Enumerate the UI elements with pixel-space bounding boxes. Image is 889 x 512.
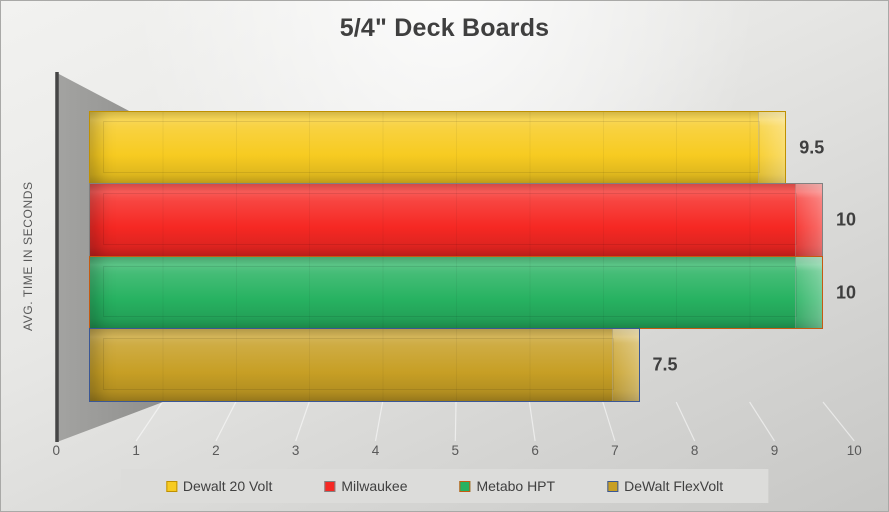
floor-gridline (528, 401, 536, 442)
x-axis-tick-label: 1 (132, 443, 140, 458)
left-wall (57, 73, 163, 442)
chart-title: 5/4" Deck Boards (339, 14, 550, 42)
legend-label: DeWalt FlexVolt (624, 478, 724, 494)
x-axis-tick-label: 7 (611, 443, 619, 458)
bar-end-cap (758, 112, 786, 184)
x-axis-tick-label: 2 (212, 443, 220, 458)
legend-marker (607, 480, 619, 492)
bar-surface-gridlines (90, 112, 786, 184)
bar-bevel-frame (103, 337, 614, 390)
bar-metabo-hpt (89, 255, 823, 330)
floor-gridline (749, 401, 776, 442)
legend-item-milwaukee: Milwaukee (324, 478, 407, 494)
bar-row-metabo-hpt: 10 (89, 255, 856, 330)
floor-gridline (454, 401, 457, 442)
legend-label: Metabo HPT (476, 478, 556, 494)
floor-gridline (135, 401, 163, 442)
floor-gridline (295, 401, 310, 442)
bar-surface-gridlines (90, 256, 822, 329)
bar-dewalt-20-volt (89, 111, 787, 185)
bar-bevel-frame (103, 265, 797, 318)
x-axis-tick-label: 10 (846, 443, 862, 458)
bar-end-cap (611, 328, 639, 401)
x-axis-tick-label: 5 (451, 443, 460, 458)
floor-gridline (602, 401, 616, 442)
x-axis-tick-label: 0 (52, 443, 61, 458)
bar-end-cap (795, 256, 822, 329)
floor-gridline (822, 401, 855, 442)
bar-milwaukee (89, 183, 823, 258)
bar-surface-gridlines (90, 328, 639, 401)
bar-end-cap (795, 184, 822, 257)
legend-item-dewalt-20-volt: Dewalt 20 Volt (165, 478, 273, 494)
bar-value-label: 9.5 (799, 137, 825, 158)
legend-label: Milwaukee (341, 478, 408, 494)
x-axis-tick-label: 4 (371, 443, 380, 458)
legend-marker (324, 480, 336, 492)
floor-gridline (374, 401, 384, 442)
legend-marker (459, 480, 471, 492)
bar-value-label: 7.5 (652, 354, 678, 375)
bar-row-dewalt-flexvolt: 7.5 (89, 327, 678, 402)
x-axis-tick-label: 8 (690, 443, 699, 458)
x-axis-tick-label: 3 (291, 443, 300, 458)
legend-item-metabo-hpt: Metabo HPT (459, 478, 555, 494)
bar-value-label: 10 (836, 282, 857, 303)
x-axis-tick-label: 6 (531, 443, 539, 458)
floor-gridlines (55, 401, 855, 442)
bar-surface-gridlines (90, 184, 822, 257)
floor-gridline (675, 401, 696, 442)
bar-row-milwaukee: 10 (89, 183, 856, 258)
bar-value-label: 10 (836, 209, 857, 230)
bar-bevel-frame (103, 121, 761, 173)
bar-dewalt-flexvolt (89, 327, 640, 402)
legend-label: Dewalt 20 Volt (182, 478, 273, 494)
legend-marker (165, 480, 177, 492)
bar-bevel-frame (103, 193, 797, 246)
x-axis-tick-label: 9 (770, 443, 779, 458)
floor-gridline (215, 401, 237, 442)
bar-row-dewalt-20-volt: 9.5 (89, 111, 824, 185)
legend-item-dewalt-flexvolt: DeWalt FlexVolt (607, 478, 723, 494)
legend: Dewalt 20 Volt Milwaukee Metabo HPT DeWalt … (120, 469, 769, 503)
